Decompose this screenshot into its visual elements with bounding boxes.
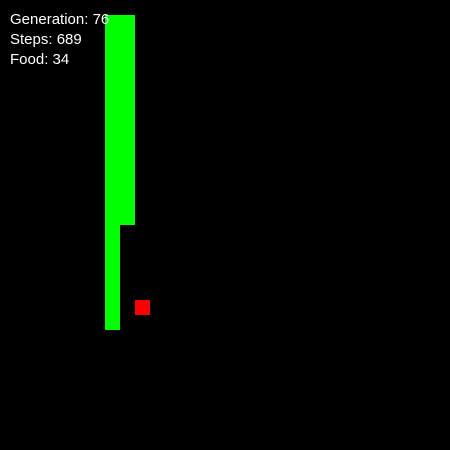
steps-value: 689 bbox=[56, 31, 82, 48]
hud-stats: Generation: 76 Steps: 689 Food: 34 bbox=[10, 10, 109, 70]
steps-label: Steps: bbox=[10, 31, 53, 48]
generation-label: Generation: bbox=[10, 11, 89, 28]
snake-body-segment bbox=[105, 15, 135, 225]
generation-stat: Generation: 76 bbox=[10, 10, 109, 30]
food-value: 34 bbox=[52, 51, 70, 68]
food-stat: Food: 34 bbox=[10, 50, 109, 70]
food-label: Food: bbox=[10, 51, 49, 68]
food-pellet bbox=[135, 300, 150, 315]
generation-value: 76 bbox=[92, 11, 110, 28]
steps-stat: Steps: 689 bbox=[10, 30, 109, 50]
snake-tail-segment bbox=[105, 225, 120, 330]
